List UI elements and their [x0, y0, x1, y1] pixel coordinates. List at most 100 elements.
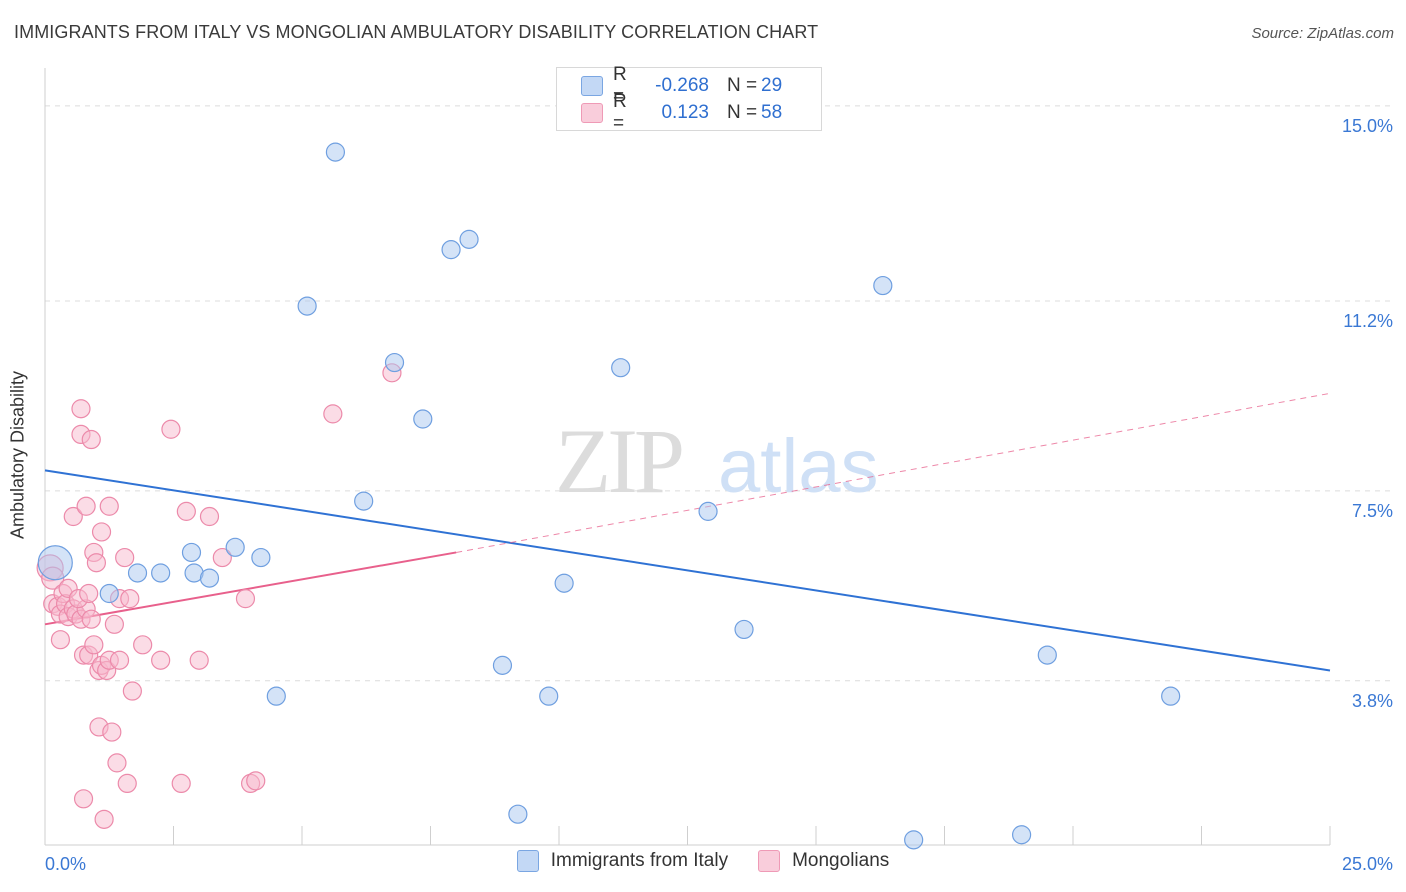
point-mongolians [117, 773, 137, 794]
point-mongolians [212, 547, 232, 568]
point-italy [1011, 825, 1032, 845]
grid-lines [45, 105, 1395, 682]
trend-lines [44, 392, 1331, 672]
point-mongolians [99, 496, 119, 516]
mongolians-swatch [758, 850, 781, 872]
x-tick-label: 0.0% [45, 854, 86, 874]
stats-row-mongolians: R = 0.123 N = 58 [581, 91, 783, 134]
point-italy [698, 501, 718, 521]
point-italy [297, 296, 317, 316]
point-italy [1037, 645, 1057, 665]
point-mongolians [81, 609, 101, 629]
point-mongolians [171, 773, 191, 794]
axes [44, 68, 1331, 846]
point-mongolians [71, 399, 91, 419]
trend-line-italy [44, 469, 1331, 672]
point-italy [127, 563, 148, 583]
stats-legend: R = -0.268 N = 29 R = 0.123 N = 58 [556, 64, 822, 134]
point-italy [199, 568, 220, 588]
point-mongolians [120, 589, 140, 609]
n-label: N = [727, 75, 758, 96]
point-mongolians [81, 429, 101, 450]
chart-title: IMMIGRANTS FROM ITALY VS MONGOLIAN AMBUL… [14, 22, 819, 42]
watermark-atlas: atlas [718, 424, 879, 509]
point-italy [508, 804, 528, 824]
mongolians-swatch [581, 103, 603, 123]
point-italy [354, 491, 374, 511]
point-mongolians [235, 589, 256, 609]
watermark-zip: ZIP [555, 410, 682, 512]
watermark: ZIP atlas [555, 410, 879, 512]
point-mongolians [122, 681, 142, 701]
point-mongolians [104, 614, 124, 634]
point-italy [225, 537, 245, 557]
r-value: 0.123 [661, 102, 709, 123]
source-label: Source: ZipAtlas.com [1251, 25, 1394, 42]
y-tick-label: 3.8% [1352, 691, 1393, 711]
point-italy [37, 545, 73, 581]
data-points [36, 142, 1181, 850]
point-mongolians [246, 771, 266, 791]
italy-swatch [516, 850, 539, 872]
point-mongolians [323, 404, 343, 424]
point-mongolians [176, 501, 196, 521]
point-italy [904, 830, 924, 850]
point-italy [181, 542, 202, 563]
point-mongolians [76, 496, 96, 516]
n-label: N = [727, 102, 758, 123]
point-italy [325, 142, 346, 162]
point-mongolians [109, 650, 130, 670]
point-italy [459, 229, 479, 249]
italy-swatch [581, 76, 603, 96]
n-value: 29 [761, 75, 783, 96]
point-italy [151, 563, 171, 583]
point-mongolians [189, 650, 209, 670]
point-italy [734, 619, 754, 640]
y-tick-label: 11.2% [1343, 311, 1393, 331]
legend-label-mongolians: Mongolians [792, 850, 890, 871]
point-italy [99, 583, 119, 604]
point-italy [251, 547, 271, 568]
point-italy [611, 358, 631, 378]
point-mongolians [102, 722, 122, 742]
point-mongolians [161, 419, 181, 439]
trend-line-mongolians-extension [456, 392, 1331, 553]
point-mongolians [84, 635, 104, 655]
point-italy [539, 686, 559, 706]
point-italy [441, 240, 461, 260]
series-legend: Immigrants from Italy Mongolians [0, 850, 1406, 872]
point-mongolians [91, 522, 112, 542]
point-mongolians [50, 630, 71, 650]
tick-labels: 3.8% 7.5% 11.2% 15.0% 0.0% 25.0% [45, 116, 1393, 874]
point-mongolians [115, 547, 135, 568]
stats-row-italy: R = -0.268 N = 29 [581, 64, 783, 107]
point-italy [554, 573, 574, 593]
legend-item-mongolians[interactable]: Mongolians [758, 850, 889, 872]
n-value: 58 [761, 102, 783, 123]
point-mongolians [133, 635, 153, 655]
point-mongolians [79, 583, 99, 604]
point-italy [873, 275, 893, 296]
r-label: R = [613, 64, 627, 107]
legend-label-italy: Immigrants from Italy [550, 850, 729, 871]
y-tick-label: 15.0% [1342, 116, 1393, 136]
point-italy [266, 686, 286, 706]
y-tick-label: 7.5% [1352, 501, 1393, 521]
point-mongolians [199, 506, 220, 527]
r-label: R = [613, 91, 627, 134]
point-italy [413, 409, 433, 429]
point-mongolians [63, 506, 83, 527]
y-axis-label: Ambulatory Disability [7, 370, 28, 540]
point-mongolians [94, 809, 114, 829]
point-italy [384, 352, 405, 373]
r-value: -0.268 [655, 75, 709, 96]
point-mongolians [86, 553, 107, 573]
point-mongolians [151, 650, 171, 670]
point-italy [1161, 686, 1181, 706]
point-italy [492, 655, 513, 675]
legend-item-italy[interactable]: Immigrants from Italy [516, 850, 729, 872]
point-mongolians [107, 753, 127, 773]
x-tick-label: 25.0% [1342, 854, 1393, 874]
point-mongolians [73, 789, 94, 809]
